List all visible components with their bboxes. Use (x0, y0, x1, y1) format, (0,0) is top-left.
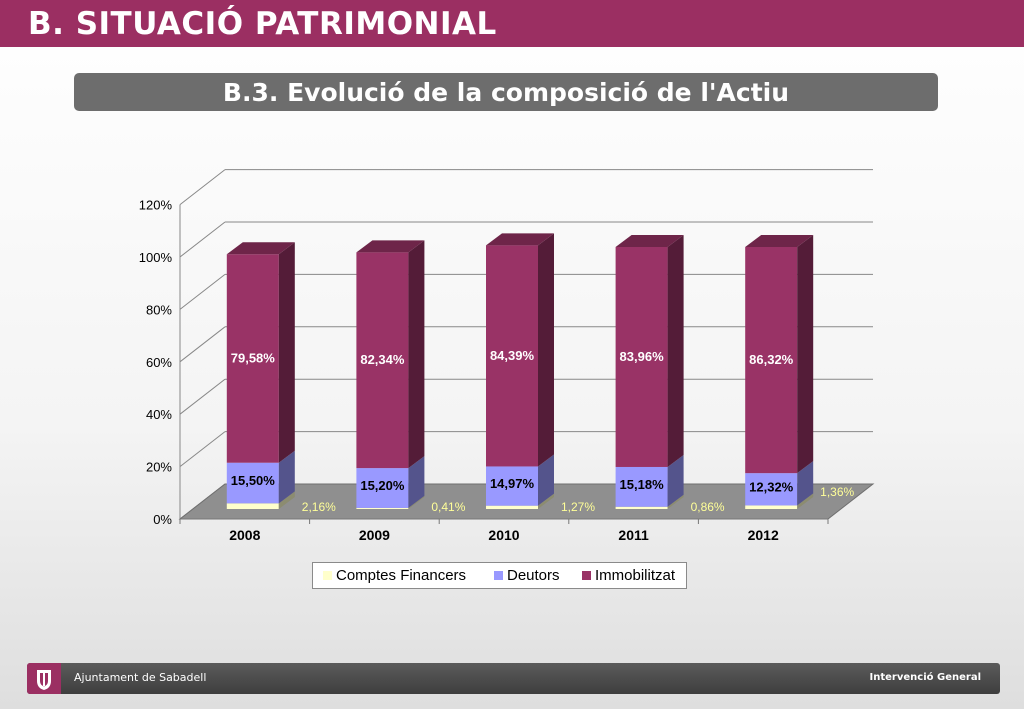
data-label-deutors: 12,32% (749, 480, 794, 495)
gridline-diagonal (179, 169, 226, 205)
subtitle-bar: B.3. Evolució de la composició de l'Acti… (74, 73, 938, 111)
x-tick-label: 2009 (359, 527, 390, 543)
bar-stack-2010: 1,27% 14,97% 84,39% (486, 233, 595, 514)
bar-immobilitzat-2008 (226, 254, 279, 463)
bar-comptes-2011 (615, 506, 668, 509)
footer-organization: Ajuntament de Sabadell (74, 671, 207, 684)
bar-side-immobilitzat-2011 (667, 235, 684, 467)
x-tick-label: 2012 (748, 527, 779, 543)
page-title: B. SITUACIÓ PATRIMONIAL (28, 6, 497, 42)
data-label-comptes: 1,27% (561, 500, 595, 514)
legend-label-comptes: Comptes Financers (336, 567, 467, 584)
bar-immobilitzat-2010 (486, 245, 538, 467)
bar-top-2009 (356, 240, 425, 253)
legend-item-comptes: Comptes Financers (323, 567, 466, 584)
gridline-diagonal (179, 431, 226, 467)
bar-deutors-2012 (745, 473, 798, 506)
bar-side-immobilitzat-2009 (408, 240, 425, 469)
y-tick-label: 20% (146, 460, 172, 475)
data-label-immobilitzat: 84,39% (490, 348, 535, 363)
bar-side-immobilitzat-2008 (278, 242, 295, 463)
bar-stack-2009: 0,41% 15,20% 82,34% (356, 240, 466, 514)
header-band: B. SITUACIÓ PATRIMONIAL (0, 0, 1024, 47)
bar-deutors-2008 (226, 462, 279, 504)
data-label-immobilitzat: 86,32% (749, 352, 794, 367)
bar-comptes-2008 (226, 503, 279, 509)
legend-swatch-immobilitzat (582, 570, 591, 580)
footer-department: Intervenció General (869, 672, 981, 683)
bar-top-2011 (615, 235, 684, 247)
bar-side-deutors-2008 (278, 450, 295, 504)
bar-side-deutors-2012 (797, 461, 814, 506)
data-label-immobilitzat: 82,34% (360, 352, 405, 367)
data-label-deutors: 15,18% (620, 477, 665, 492)
gridline-diagonal (179, 378, 226, 415)
bar-comptes-2010 (486, 505, 538, 509)
bar-comptes-2012 (745, 505, 798, 509)
y-tick-label: 120% (139, 198, 173, 213)
legend-label-immobilitzat: Immobilitzat (595, 567, 676, 584)
data-label-deutors: 15,50% (231, 473, 276, 488)
bar-immobilitzat-2009 (356, 252, 409, 469)
chart-legend: Comptes Financers Deutors Immobilitzat (312, 562, 687, 589)
legend-item-deutors: Deutors (494, 567, 560, 584)
bar-side-comptes-2011 (667, 494, 684, 509)
y-tick-label: 40% (146, 407, 172, 422)
bar-side-comptes-2009 (408, 495, 425, 509)
bar-top-2010 (486, 233, 554, 246)
gridline-diagonal (179, 326, 226, 363)
data-label-comptes: 0,86% (691, 500, 725, 514)
bar-stack-2008: 2,16% 15,50% 79,58% (226, 242, 336, 514)
footer-bar: Ajuntament de Sabadell Intervenció Gener… (27, 663, 1000, 694)
y-tick-label: 0% (153, 512, 172, 527)
data-label-immobilitzat: 83,96% (620, 349, 665, 364)
bar-stack-2012: 1,36% 12,32% 86,32% (745, 235, 855, 509)
bar-side-immobilitzat-2010 (538, 233, 554, 467)
data-label-comptes: 1,36% (820, 485, 854, 499)
y-tick-label: 80% (146, 302, 172, 317)
bar-deutors-2010 (486, 466, 538, 506)
gridline-diagonal (179, 274, 226, 310)
bar-top-2012 (745, 235, 814, 247)
city-crest-icon (27, 663, 61, 694)
bar-deutors-2011 (615, 466, 668, 507)
y-tick-label: 100% (139, 250, 173, 265)
y-tick-label: 60% (146, 355, 172, 370)
legend-swatch-deutors (494, 570, 503, 580)
bar-comptes-2009 (356, 507, 409, 509)
bar-side-comptes-2010 (538, 493, 554, 509)
bar-stack-2011: 0,86% 15,18% 83,96% (615, 235, 725, 514)
data-label-immobilitzat: 79,58% (231, 350, 276, 365)
bar-side-deutors-2009 (408, 456, 425, 508)
data-label-deutors: 14,97% (490, 476, 535, 491)
data-label-comptes: 2,16% (302, 500, 336, 514)
x-tick-label: 2010 (488, 527, 519, 543)
chart-title: B.3. Evolució de la composició de l'Acti… (222, 78, 790, 107)
gridline-diagonal (179, 221, 226, 258)
bar-side-immobilitzat-2012 (797, 235, 814, 474)
legend-label-deutors: Deutors (507, 567, 560, 584)
x-tick-label: 2008 (229, 527, 260, 543)
bar-immobilitzat-2012 (745, 247, 798, 474)
data-label-deutors: 15,20% (360, 478, 405, 493)
bar-side-deutors-2010 (538, 454, 554, 506)
bar-deutors-2009 (356, 468, 409, 508)
bar-side-deutors-2011 (667, 454, 684, 507)
data-label-comptes: 0,41% (431, 500, 465, 514)
legend-swatch-comptes (323, 570, 332, 580)
bar-immobilitzat-2011 (615, 247, 668, 467)
bar-side-comptes-2012 (797, 493, 814, 509)
legend-item-immobilitzat: Immobilitzat (582, 567, 675, 584)
bar-top-2008 (226, 242, 295, 255)
bar-side-comptes-2008 (278, 491, 295, 509)
x-tick-label: 2011 (618, 527, 649, 543)
